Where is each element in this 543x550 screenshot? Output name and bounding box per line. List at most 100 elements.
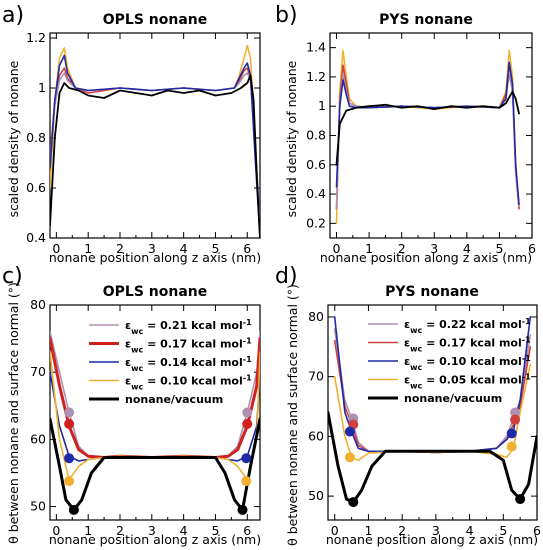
panel-c-marker-point xyxy=(242,407,253,418)
panel-b-xtick-label: 2 xyxy=(398,241,406,256)
panel-b-xtick-label: 0 xyxy=(333,241,341,256)
panel-c-ytick-label: 60 xyxy=(30,431,46,446)
panel-d-marker-point xyxy=(515,494,526,505)
panel-c-xlabel: nonane position along z axis (nm) xyxy=(49,532,261,547)
panel-d-legend-label: εwc = 0.05 kcal mol-1 xyxy=(404,372,531,390)
panel-d-marker-point xyxy=(344,426,355,437)
panel-d-ylabel: θ between nonane and surface normal (°) xyxy=(285,284,300,546)
panel-c-marker-point xyxy=(64,418,75,429)
panel-a-lines xyxy=(50,44,260,238)
panel-d-legend-label: εwc = 0.10 kcal mol-1 xyxy=(404,354,531,372)
panel-a-series-line xyxy=(50,44,260,238)
panel-d-marker-point xyxy=(510,414,521,425)
panel-c-xtick-label: 4 xyxy=(180,523,188,538)
panel-c-ytick-label: 70 xyxy=(30,364,46,379)
panel-d-ytick-label: 80 xyxy=(308,309,324,324)
panel-b-ytick-label: 1.2 xyxy=(306,69,326,84)
panel-c-legend-label: εwc = 0.17 kcal mol-1 xyxy=(125,336,252,354)
panel-a-xlabel: nonane position along z axis (nm) xyxy=(49,250,261,265)
panel-b: b) PYS nonane nonane position along z ax… xyxy=(275,3,536,265)
panel-a-xtick-label: 1 xyxy=(84,241,92,256)
panel-d-legend-label: εwc = 0.17 kcal mol-1 xyxy=(404,335,531,353)
panel-d-marker-point xyxy=(348,497,359,508)
panel-d: d) PYS nonane nonane position along z ax… xyxy=(275,264,541,547)
panel-b-xtick-label: 1 xyxy=(365,241,373,256)
panel-b-series-line xyxy=(335,90,520,166)
panel-c-legend-label: εwc = 0.10 kcal mol-1 xyxy=(125,373,252,391)
panel-d-xtick-label: 3 xyxy=(432,523,440,538)
panel-c-xtick-label: 2 xyxy=(116,523,124,538)
panel-a-series-line xyxy=(50,74,260,238)
panel-a-ytick-label: 0.4 xyxy=(26,230,46,245)
panel-b-series-line xyxy=(335,49,520,225)
panel-d-ytick-label: 60 xyxy=(308,428,324,443)
panel-b-plot-frame xyxy=(329,32,533,239)
panel-a-xtick-label: 0 xyxy=(52,241,60,256)
panel-c-xtick-label: 5 xyxy=(211,523,219,538)
panel-b-series-line xyxy=(335,73,520,210)
panel-b-title: PYS nonane xyxy=(379,12,473,28)
panel-d-xtick-label: 1 xyxy=(364,523,372,538)
panel-b-ytick-label: 0.4 xyxy=(306,186,326,201)
panel-a-ytick-label: 1.2 xyxy=(26,30,46,45)
panel-d-marker-point xyxy=(510,407,521,418)
panel-d-xtick-label: 6 xyxy=(533,523,541,538)
panel-c-marker-point xyxy=(64,453,75,464)
panel-a-plot-frame xyxy=(49,32,261,239)
panel-b-ytick-label: 0.8 xyxy=(306,128,326,143)
panel-a-xtick-label: 4 xyxy=(180,241,188,256)
panel-d-title: PYS nonane xyxy=(385,284,479,300)
panel-c-legend-label: εwc = 0.21 kcal mol-1 xyxy=(125,318,252,336)
panel-b-xtick-label: 5 xyxy=(495,241,503,256)
panel-c-ylabel: θ between nonane and surface normal (°) xyxy=(6,282,21,544)
panel-c-marker-point xyxy=(68,504,79,515)
panel-c-xtick-label: 3 xyxy=(148,523,156,538)
panel-d-xtick-label: 0 xyxy=(331,523,339,538)
panel-d-marker-point xyxy=(506,441,517,452)
panel-c-xtick-label: 1 xyxy=(84,523,92,538)
panel-d-xtick-label: 4 xyxy=(466,523,474,538)
panel-a-ytick-label: 1 xyxy=(38,80,46,95)
panel-c-legend-label: εwc = 0.14 kcal mol-1 xyxy=(125,355,252,373)
panel-c-ytick-label: 80 xyxy=(30,297,46,312)
panel-d-letter: d) xyxy=(275,264,298,289)
panel-c-letter: c) xyxy=(2,264,23,289)
panel-b-ytick-label: 1 xyxy=(318,98,326,113)
panel-a-xtick-label: 3 xyxy=(148,241,156,256)
panel-a-xtick-label: 2 xyxy=(116,241,124,256)
panel-c-marker-point xyxy=(242,418,253,429)
panel-b-letter: b) xyxy=(275,3,298,28)
panel-c-legend-label: nonane/vacuum xyxy=(125,393,223,406)
panel-b-xtick-label: 3 xyxy=(430,241,438,256)
panel-b-series-line xyxy=(335,64,520,210)
panel-d-xlabel: nonane position along z axis (nm) xyxy=(326,532,538,547)
panel-a-ytick-label: 0.8 xyxy=(26,130,46,145)
panel-a-xtick-label: 5 xyxy=(211,241,219,256)
panel-c-xtick-label: 0 xyxy=(52,523,60,538)
panel-a: a) OPLS nonane nonane position along z a… xyxy=(2,3,261,265)
panel-c: c) OPLS nonane nonane position along z a… xyxy=(2,264,261,547)
panel-c-marker-point xyxy=(64,476,75,487)
panel-a-title: OPLS nonane xyxy=(103,12,208,28)
panel-d-ytick-label: 70 xyxy=(308,369,324,384)
panel-b-xtick-label: 4 xyxy=(463,241,471,256)
panel-a-xtick-label: 6 xyxy=(243,241,251,256)
panel-c-ytick-label: 50 xyxy=(30,499,46,514)
panel-d-marker-point xyxy=(344,452,355,463)
panel-c-marker-point xyxy=(237,504,248,515)
panel-d-legend-label: nonane/vacuum xyxy=(404,392,502,405)
panel-d-xtick-label: 5 xyxy=(499,523,507,538)
panel-b-series-line xyxy=(335,61,520,206)
panel-c-marker-point xyxy=(241,476,252,487)
panel-a-letter: a) xyxy=(2,3,24,28)
panel-c-plot-frame xyxy=(49,304,261,521)
panel-b-ylabel: scaled density of nonane xyxy=(284,60,299,217)
panel-b-lines xyxy=(335,49,520,225)
panel-c-marker-point xyxy=(241,453,252,464)
panel-b-xtick-label: 6 xyxy=(528,241,536,256)
panel-b-ytick-label: 1.4 xyxy=(306,40,326,55)
panel-b-ytick-label: 0.2 xyxy=(306,215,326,230)
panel-a-ylabel: scaled density of nonane xyxy=(6,60,21,217)
panel-a-series-line xyxy=(50,72,260,227)
